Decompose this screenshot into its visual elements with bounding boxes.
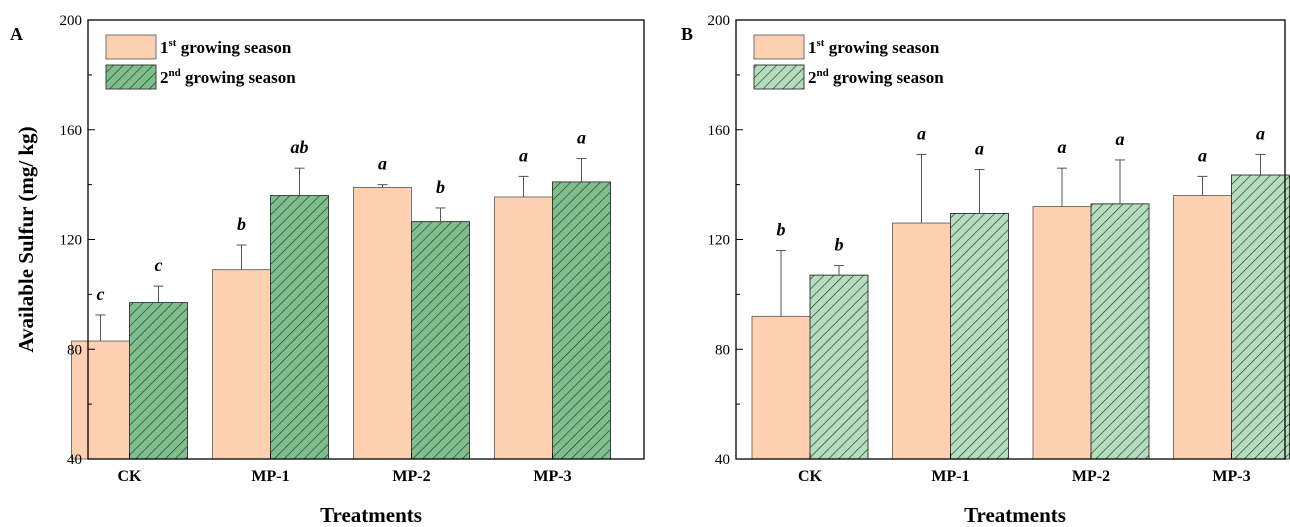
legend-label-rest: growing season (824, 38, 939, 57)
x-tick-label: MP-1 (251, 468, 289, 485)
x-tick-label: MP-1 (931, 468, 969, 485)
panel-label: B (681, 24, 693, 44)
bar-hatch (411, 221, 470, 460)
y-tick-label: 200 (708, 13, 731, 29)
legend-label-sup: nd (169, 67, 181, 79)
x-axis-label: Treatments (320, 503, 422, 527)
x-tick-label: MP-2 (1072, 468, 1110, 485)
bar (71, 340, 130, 460)
legend-label-rest: growing season (176, 38, 291, 57)
y-tick-label: 120 (60, 233, 83, 249)
legend-label-base: 2 (808, 68, 817, 87)
x-tick-label: MP-3 (1212, 468, 1250, 485)
bar-hatch (270, 195, 329, 460)
bar (212, 269, 271, 460)
y-tick-label: 40 (715, 452, 730, 468)
significance-label: c (97, 284, 105, 304)
significance-label: a (1198, 145, 1207, 165)
legend-swatch-hatch (753, 64, 805, 90)
significance-label: a (519, 145, 528, 165)
bar (353, 186, 412, 460)
legend-label: 2nd growing season (160, 67, 296, 87)
bar-hatch (1231, 174, 1290, 460)
y-tick-label: 160 (708, 123, 731, 139)
bar-hatch (552, 181, 611, 460)
significance-label: b (436, 177, 445, 197)
bar-hatch (809, 274, 869, 460)
significance-label: a (1058, 137, 1067, 157)
bar-hatch (129, 302, 188, 460)
significance-label: a (378, 154, 387, 174)
x-tick-label: CK (798, 468, 823, 485)
y-tick-label: 40 (67, 452, 82, 468)
legend-swatch (105, 34, 157, 60)
bar-hatch (950, 213, 1009, 460)
y-tick-label: 80 (715, 342, 730, 358)
bar (751, 315, 811, 460)
legend-label: 2nd growing season (808, 67, 944, 87)
significance-label: b (777, 219, 786, 239)
legend-label-base: 1 (160, 38, 169, 57)
significance-label: a (917, 123, 926, 143)
legend-label-sup: nd (817, 67, 829, 79)
bar (1173, 195, 1232, 460)
significance-label: a (577, 128, 586, 148)
legend-label-base: 1 (808, 38, 817, 57)
significance-label: c (155, 255, 163, 275)
bar (892, 222, 951, 460)
legend-label-sup: st (817, 37, 825, 49)
legend-label: 1st growing season (808, 37, 940, 57)
x-tick-label: MP-3 (533, 468, 571, 485)
significance-label: a (1256, 123, 1265, 143)
bar (494, 196, 553, 460)
significance-label: b (237, 214, 246, 234)
legend-label: 1st growing season (160, 37, 292, 57)
legend-swatch (753, 34, 805, 60)
significance-label: a (975, 139, 984, 159)
bar (1032, 206, 1092, 460)
x-tick-label: MP-2 (392, 468, 430, 485)
x-axis-label: Treatments (964, 503, 1066, 527)
legend-label-rest: growing season (181, 68, 296, 87)
legend-label-rest: growing season (829, 68, 944, 87)
y-axis-label: Available Sulfur (mg/ kg) (14, 126, 38, 352)
significance-label: a (1116, 129, 1125, 149)
legend-label-sup: st (169, 37, 177, 49)
y-tick-label: 120 (708, 233, 731, 249)
significance-label: ab (291, 137, 309, 157)
x-tick-label: CK (118, 468, 143, 485)
y-tick-label: 200 (60, 13, 83, 29)
legend-swatch-hatch (105, 64, 157, 90)
y-tick-label: 160 (60, 123, 83, 139)
panel-b: b a a a b a a a 40 80 120 160 200 CK MP-1 MP-2 MP-3 Treat… (681, 13, 1290, 527)
significance-label: b (835, 235, 844, 255)
panel-label: A (10, 24, 23, 44)
legend-label-base: 2 (160, 68, 169, 87)
panel-a: c b a a c ab b a 40 80 120 160 200 CK MP-1 MP-2 MP-3 Trea… (10, 13, 645, 527)
bar-hatch (1090, 203, 1150, 460)
y-tick-label: 80 (67, 342, 82, 358)
